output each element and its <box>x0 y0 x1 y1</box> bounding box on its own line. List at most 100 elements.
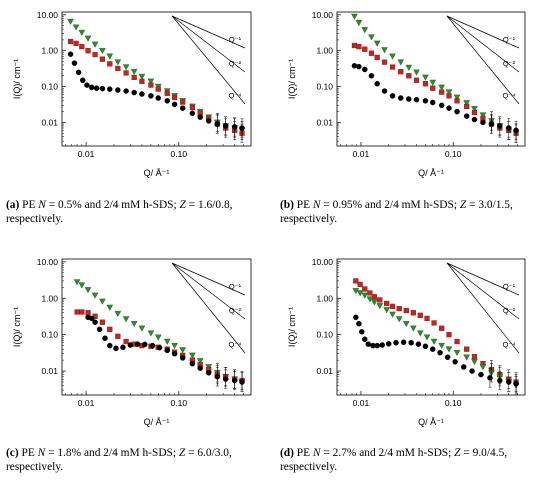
data-point <box>120 344 126 351</box>
data-point <box>179 105 186 111</box>
data-point <box>463 354 471 361</box>
guide-label: Q⁻⁴ <box>502 340 515 349</box>
data-point <box>189 360 196 367</box>
caption-b: (b) PE N = 0.95% and 2/4 mM h-SDS; Z = 3… <box>280 198 548 226</box>
data-point <box>422 343 429 350</box>
data-point <box>429 346 436 352</box>
data-point <box>156 344 163 351</box>
data-point <box>180 99 186 105</box>
data-point <box>139 91 145 97</box>
x-axis-label: Q/ Å⁻¹ <box>418 417 444 427</box>
y-axis-label: I(Q)/ cm⁻¹ <box>287 59 297 99</box>
data-point <box>439 89 445 95</box>
guide-label: Q⁻¹ <box>229 282 242 291</box>
y-tick-label: 0.01 <box>41 366 58 376</box>
guide-label: Q⁻⁴ <box>228 340 241 349</box>
y-tick-label: 0.10 <box>316 82 333 92</box>
data-point <box>379 342 385 348</box>
x-tick-label: 0.10 <box>171 149 188 159</box>
caption-a-label: (a) <box>6 199 20 211</box>
caption-a-text3: = 1.6/0.8, <box>185 199 233 211</box>
data-point <box>430 338 438 345</box>
data-point <box>85 310 91 316</box>
data-point <box>361 292 369 299</box>
data-point <box>469 368 475 374</box>
guide-line <box>171 15 246 49</box>
caption-a-var2: Z <box>179 199 186 211</box>
data-point <box>130 321 138 328</box>
data-point <box>179 347 187 354</box>
plot-frame <box>61 258 252 396</box>
caption-c-text3: = 6.0/3.0, <box>185 447 232 459</box>
data-point <box>424 315 430 321</box>
caption-d-text3: = 9.0/4.5, <box>460 447 508 459</box>
chart-panel-d: 10.00 1.00 0.10 0.01 0.01 0.10 I(Q)/ cm⁻¹ Q/ Å⁻… <box>275 245 550 440</box>
data-point <box>171 101 178 108</box>
data-point <box>365 341 372 347</box>
data-point <box>479 364 487 371</box>
data-point <box>353 278 359 284</box>
data-point <box>171 94 178 100</box>
data-point <box>73 40 79 46</box>
data-point <box>454 338 460 345</box>
data-point <box>131 74 137 81</box>
data-point <box>471 109 478 116</box>
data-point <box>389 303 396 309</box>
data-point <box>197 365 203 371</box>
guide-line <box>446 15 520 105</box>
data-point <box>471 116 478 123</box>
caption-a-text1: PE <box>19 199 39 211</box>
data-point <box>79 44 85 50</box>
data-point <box>67 38 74 45</box>
data-point <box>154 334 162 341</box>
data-point <box>155 86 161 92</box>
data-point <box>480 119 486 126</box>
guide-line <box>446 262 520 320</box>
data-point <box>142 341 148 348</box>
data-point <box>99 47 106 55</box>
data-point <box>368 34 375 41</box>
data-point <box>155 95 162 101</box>
data-point <box>114 310 122 317</box>
data-point <box>444 354 451 360</box>
caption-b-label: (b) <box>280 199 294 211</box>
guide-label: Q⁻⁴ <box>502 91 515 100</box>
data-point <box>107 326 113 332</box>
data-point <box>431 320 437 326</box>
caption-c-var2: Z <box>178 447 186 459</box>
x-axis-label: Q/ Å⁻¹ <box>144 417 170 427</box>
data-point <box>115 333 121 339</box>
data-point <box>84 82 90 88</box>
data-point <box>453 349 461 357</box>
data-point <box>381 88 388 94</box>
data-point <box>438 342 446 350</box>
data-point <box>402 321 410 328</box>
data-point <box>85 48 91 54</box>
x-axis-label: Q/ Å⁻¹ <box>418 168 444 178</box>
data-point <box>397 95 404 101</box>
chart-b-svg: 10.00 1.00 0.10 0.01 0.01 0.10 I(Q)/ cm⁻¹ Q/ Å⁻… <box>287 10 526 178</box>
x-tick-label: 0.10 <box>445 398 462 408</box>
data-point <box>107 86 113 92</box>
data-point <box>357 281 363 288</box>
caption-d-var2: Z <box>454 447 461 459</box>
data-point <box>72 24 80 31</box>
data-point <box>91 41 99 48</box>
chart-d-svg: 10.00 1.00 0.10 0.01 0.01 0.10 I(Q)/ cm⁻¹ Q/ Å⁻… <box>287 257 526 427</box>
plot-frame <box>336 258 526 396</box>
data-point <box>84 287 92 294</box>
data-point <box>171 350 178 357</box>
caption-c: (c) PE N = 1.8% and 2/4 mM h-SDS; Z = 6.… <box>6 446 274 474</box>
data-point <box>99 56 106 62</box>
x-tick-label: 0.01 <box>353 149 370 159</box>
data-point <box>405 64 413 71</box>
caption-b-line2: respectively. <box>280 213 338 225</box>
data-point <box>396 306 402 312</box>
data-point <box>422 81 429 87</box>
guide-label: Q⁻² <box>503 306 516 315</box>
chart-panel-c: 10.00 1.00 0.10 0.01 0.01 0.10 I(Q)/ cm⁻¹ Q/ Å⁻… <box>0 245 275 440</box>
data-point <box>445 89 453 96</box>
data-point <box>130 68 138 76</box>
data-point <box>84 35 92 42</box>
data-point <box>374 80 380 87</box>
